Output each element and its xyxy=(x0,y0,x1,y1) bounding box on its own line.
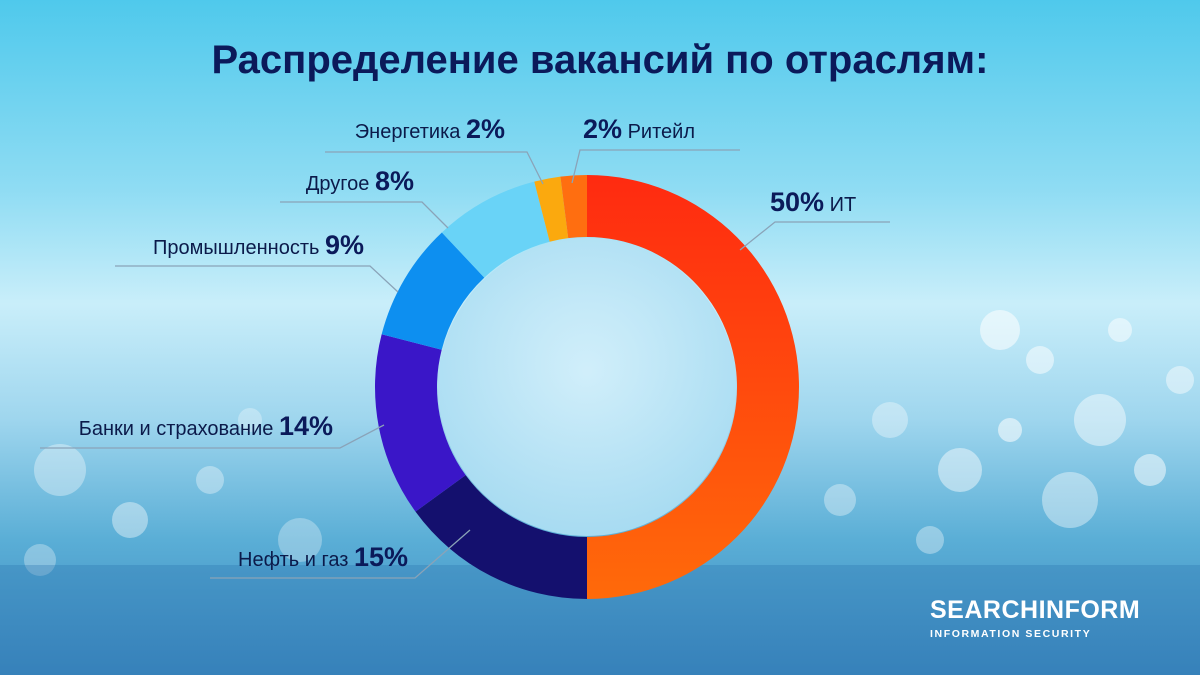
slice-label-value: 9% xyxy=(325,230,364,260)
slice-label-value: 15% xyxy=(354,542,408,572)
leader-line-0 xyxy=(739,221,890,251)
bokeh-light xyxy=(112,502,148,538)
bokeh-light xyxy=(980,310,1020,350)
slice-4 xyxy=(441,181,550,278)
bokeh-light xyxy=(824,484,856,516)
leader-line-5 xyxy=(325,151,544,185)
slice-5 xyxy=(534,176,569,242)
slice-label-name: Ритейл xyxy=(628,121,695,143)
bokeh-light xyxy=(1026,346,1054,374)
donut-slices xyxy=(375,175,799,599)
bokeh-light xyxy=(1134,454,1166,486)
leader-line-2 xyxy=(40,424,385,449)
bokeh-light xyxy=(1166,366,1194,394)
chart-title: Распределение вакансий по отраслям: xyxy=(211,38,989,82)
slice-0 xyxy=(587,175,799,599)
leader-line-1 xyxy=(210,529,471,579)
bokeh-light xyxy=(916,526,944,554)
bokeh-light xyxy=(872,402,908,438)
slice-label-name: Банки и страхование xyxy=(79,418,274,440)
bokeh-light xyxy=(938,448,982,492)
slice-label-5: Энергетика 2% xyxy=(355,114,505,144)
donut-hole xyxy=(438,238,736,536)
leader-line-6 xyxy=(571,149,740,184)
bokeh-light xyxy=(1042,472,1098,528)
slice-label-name: Другое xyxy=(306,173,370,195)
slice-label-4: Другое 8% xyxy=(306,166,414,196)
slice-label-value: 2% xyxy=(583,114,622,144)
bokeh-light xyxy=(34,444,86,496)
leader-line-4 xyxy=(280,201,449,229)
leader-line-3 xyxy=(115,265,399,293)
brand-tagline: INFORMATION SECURITY xyxy=(930,628,1092,640)
bokeh-light xyxy=(1074,394,1126,446)
slice-3 xyxy=(381,232,485,350)
bokeh-light xyxy=(1108,318,1132,342)
bokeh-light xyxy=(238,408,262,432)
bokeh-light xyxy=(196,466,224,494)
slice-label-6: 2% Ритейл xyxy=(583,114,695,144)
slice-label-value: 50% xyxy=(770,187,824,217)
bokeh-light xyxy=(278,518,322,562)
bokeh-light xyxy=(24,544,56,576)
slice-label-name: Промышленность xyxy=(153,237,319,259)
slice-label-value: 2% xyxy=(466,114,505,144)
brand-name: SEARCHINFORM xyxy=(930,596,1141,624)
bokeh-light xyxy=(998,418,1022,442)
slice-label-name: ИТ xyxy=(830,194,857,216)
slice-label-value: 14% xyxy=(279,411,333,441)
slice-label-value: 8% xyxy=(375,166,414,196)
slice-label-0: 50% ИТ xyxy=(770,187,856,217)
slice-label-name: Энергетика xyxy=(355,121,462,143)
slice-label-3: Промышленность 9% xyxy=(153,230,364,260)
slice-label-1: Нефть и газ 15% xyxy=(238,542,408,572)
slice-6 xyxy=(560,175,587,239)
slice-1 xyxy=(415,475,587,599)
slice-label-name: Нефть и газ xyxy=(238,549,348,571)
slice-2 xyxy=(375,334,466,512)
leader-lines xyxy=(40,149,890,579)
slice-labels: 50% ИТ Нефть и газ 15% Банки и страхование… xyxy=(79,114,856,572)
brand-logo: SEARCHINFORM INFORMATION SECURITY xyxy=(930,596,1170,640)
slice-label-2: Банки и страхование 14% xyxy=(79,411,333,441)
